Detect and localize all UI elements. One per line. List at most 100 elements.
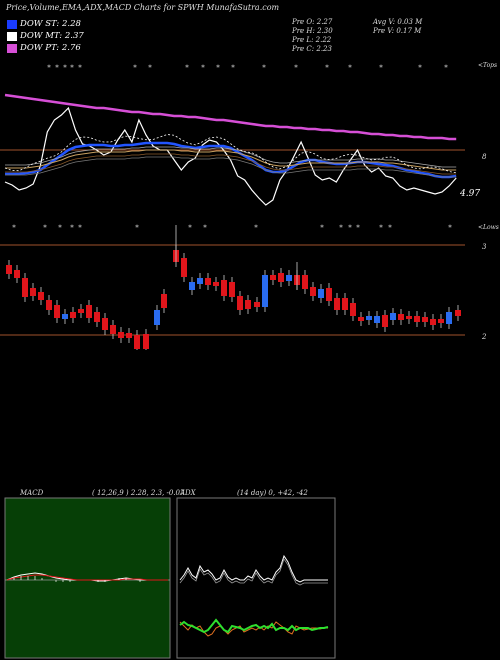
tick-marker: *: [339, 224, 343, 232]
candle-body: [414, 316, 420, 322]
tick-marker: *: [58, 224, 62, 232]
tick-marker: *: [63, 64, 67, 72]
adx-lines: [179, 554, 329, 637]
candle-body: [358, 317, 364, 321]
adx-plus-di-line: [179, 618, 329, 634]
dow-pt-swatch: [7, 44, 17, 53]
adx-line: [179, 554, 328, 583]
candle-series: [6, 225, 461, 350]
tick-marker: *: [201, 64, 205, 72]
candle-body: [406, 316, 412, 319]
candle-body: [154, 310, 160, 325]
tick-marker: *: [254, 224, 258, 232]
candle-body: [78, 309, 84, 313]
candle-body: [422, 317, 428, 322]
ema-aux-line: [5, 156, 457, 178]
tick-marker: *: [444, 64, 448, 72]
candle-body: [382, 315, 388, 327]
candle-body: [237, 296, 243, 310]
ema-series-line: [4, 93, 457, 141]
candle-body: [326, 288, 332, 301]
candle-body: [110, 325, 116, 334]
tick-marker: *: [203, 224, 207, 232]
macd-label: MACD: [20, 489, 44, 497]
candle-body: [310, 287, 316, 296]
tick-marker: *: [70, 224, 74, 232]
tick-marker: *: [12, 224, 16, 232]
candle-body: [302, 275, 308, 289]
adx-line-shadow: [179, 558, 328, 586]
tick-marker: *: [78, 224, 82, 232]
candle-body: [22, 278, 28, 297]
prev-high: Pre H: 2.30: [292, 27, 333, 35]
candle-body: [438, 319, 444, 323]
dow-st-swatch: [7, 20, 17, 29]
tick-marker: *: [379, 224, 383, 232]
candle-body: [205, 278, 211, 285]
candle-body: [86, 305, 92, 318]
ema-series-line: [4, 106, 457, 206]
ema-aux-line: [5, 146, 457, 168]
macd-panel-bg: [4, 497, 171, 659]
ema-dashed-line: [4, 134, 457, 174]
candle-body: [374, 316, 380, 323]
candle-body: [134, 335, 140, 349]
tick-marker: *: [418, 64, 422, 72]
tick-marker: *: [231, 64, 235, 72]
last-price-label: 4.97: [460, 189, 481, 199]
ema-series-line: [5, 149, 457, 171]
candle-body: [102, 318, 108, 330]
candle-body: [270, 275, 276, 280]
candle-body: [446, 312, 452, 324]
tick-marker: *: [133, 64, 137, 72]
chart-title: Price,Volume,EMA,ADX,MACD Charts for SPW…: [6, 3, 280, 12]
tick-marker: *: [135, 224, 139, 232]
candle-body: [181, 258, 187, 277]
candle-body: [213, 282, 219, 286]
tick-marker: *: [356, 224, 360, 232]
candle-level-2: 2: [482, 333, 487, 341]
candle-body: [14, 270, 20, 278]
macd-lines: [6, 572, 168, 582]
ema-lines: [4, 93, 457, 206]
tick-marker: *: [148, 64, 152, 72]
candle-body: [254, 302, 260, 307]
candle-body: [118, 332, 124, 338]
dow-mt-label: DOW MT: 2.37: [20, 31, 84, 41]
candle-body: [342, 298, 348, 310]
tick-marker: *: [262, 64, 266, 72]
candle-body: [38, 292, 44, 300]
candle-body: [390, 313, 396, 320]
macd-params: ( 12,26,9 ) 2.28, 2.3, -0.07: [92, 489, 185, 497]
dow-st-label: DOW ST: 2.28: [20, 19, 81, 29]
prev-volume: Pre V: 0.17 M: [373, 27, 422, 35]
prev-open: Pre O: 2.27: [292, 18, 333, 26]
tick-marker: *: [185, 64, 189, 72]
candle-body: [221, 280, 227, 296]
candle-body: [318, 289, 324, 298]
tick-marker: *: [294, 64, 298, 72]
candle-body: [6, 265, 12, 274]
candle-body: [430, 319, 436, 325]
candle-body: [245, 300, 251, 309]
tick-marker: *: [379, 64, 383, 72]
tick-marker: *: [78, 64, 82, 72]
candle-body: [62, 314, 68, 319]
tick-marker: *: [216, 64, 220, 72]
tick-marker: *: [448, 224, 452, 232]
tick-marker: *: [47, 64, 51, 72]
candle-level-3: 3: [482, 243, 487, 251]
tick-marker: *: [348, 64, 352, 72]
candle-body: [278, 273, 284, 282]
ema-level-8: 8: [482, 153, 487, 161]
candle-body: [143, 334, 149, 349]
macd-line: [6, 572, 168, 582]
macd-signal-line: [6, 574, 168, 581]
tick-markers: * * * * * * * * * * * * * * * * * * * * * * * * * * * * * * * * * *: [12, 64, 452, 232]
candle-body: [94, 312, 100, 322]
tick-marker: *: [55, 64, 59, 72]
tick-marker: *: [320, 224, 324, 232]
ema-series-line: [5, 141, 457, 179]
adx-minus-di-line: [179, 621, 328, 637]
tick-marker: *: [325, 64, 329, 72]
